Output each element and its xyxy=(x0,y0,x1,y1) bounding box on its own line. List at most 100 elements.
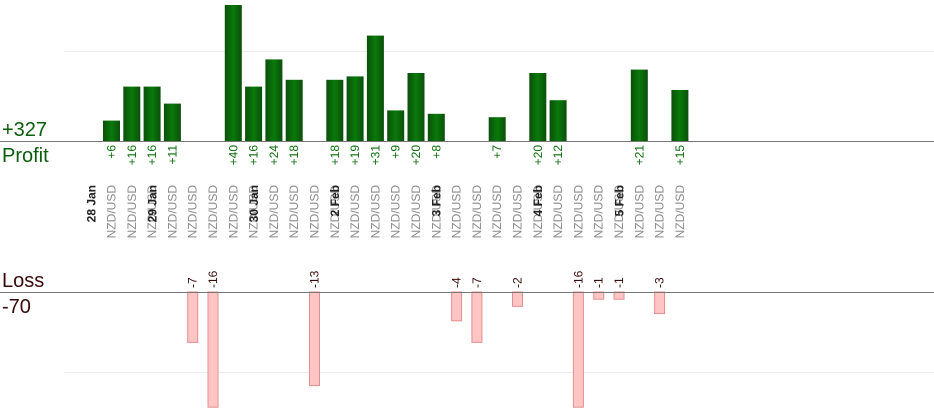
profit-value-label: +16 xyxy=(247,145,261,166)
loss-bar xyxy=(187,291,199,343)
date-label: 28 Jan xyxy=(85,185,99,222)
profit-bar xyxy=(346,76,364,141)
profit-value-label: +16 xyxy=(125,145,139,166)
profit-bar xyxy=(103,120,120,141)
date-label: 2 Feb xyxy=(328,185,342,216)
profit-value-label: +6 xyxy=(105,145,119,159)
profit-value-label: +18 xyxy=(287,145,301,166)
profit-bar xyxy=(123,86,141,141)
pair-label: NZD/USD xyxy=(145,185,159,239)
pair-label: NZD/USD xyxy=(105,185,119,239)
profit-value-label: +7 xyxy=(490,145,504,159)
loss-bar xyxy=(471,291,483,343)
loss-bar xyxy=(451,291,463,322)
pair-label: NZD/USD xyxy=(612,185,626,239)
loss-label: Loss xyxy=(2,270,45,292)
loss-bar xyxy=(654,291,666,315)
profit-bar xyxy=(163,103,181,141)
loss-value-label: -16 xyxy=(571,270,585,288)
loss-bar xyxy=(572,291,584,408)
pair-label: NZD/USD xyxy=(450,185,464,239)
profit-bar xyxy=(265,59,283,141)
loss-value-label: -13 xyxy=(308,270,322,288)
profit-value-label: +20 xyxy=(531,145,545,166)
loss-total: -70 xyxy=(2,296,31,318)
profit-bar xyxy=(245,86,263,141)
pair-label: NZD/USD xyxy=(490,185,504,239)
pair-label: NZD/USD xyxy=(206,185,220,239)
profit-value-label: +12 xyxy=(551,145,565,166)
profit-label: Profit xyxy=(2,145,49,167)
profit-bars xyxy=(103,5,689,141)
pair-label: NZD/USD xyxy=(348,185,362,239)
loss-value-label: -3 xyxy=(653,277,667,288)
profit-value-label: +8 xyxy=(429,145,443,159)
pair-label: NZD/USD xyxy=(389,185,403,239)
loss-bar xyxy=(613,291,625,300)
profit-value-label: +20 xyxy=(409,145,423,166)
pair-label: NZD/USD xyxy=(186,185,200,239)
pair-label: NZD/USD xyxy=(328,185,342,239)
loss-value-label: -7 xyxy=(186,277,200,288)
loss-value-label: -16 xyxy=(206,270,220,288)
date-label: 30 Jan xyxy=(247,185,261,222)
loss-value-label: -1 xyxy=(592,277,606,288)
profit-bar xyxy=(630,69,648,141)
loss-value-label: -4 xyxy=(450,277,464,288)
pair-label: NZD/USD xyxy=(125,185,139,239)
loss-bars xyxy=(187,291,666,408)
profit-value-label: +18 xyxy=(328,145,342,166)
pair-label: NZD/USD xyxy=(571,185,585,239)
pair-label: NZD/USD xyxy=(267,185,281,239)
profit-bar xyxy=(488,117,506,141)
profit-value-label: +40 xyxy=(226,145,240,166)
profit-bar xyxy=(529,73,547,141)
profit-value-label: +21 xyxy=(632,145,646,166)
profit-bar xyxy=(549,100,567,141)
pair-label: NZD/USD xyxy=(165,185,179,239)
pair-label: NZD/USD xyxy=(511,185,525,239)
trade-labels: +6 NZD/USD 28 Jan +16 NZD/USD +16 NZD/USD +11 NZ… xyxy=(85,145,687,288)
profit-bar xyxy=(224,5,242,141)
pair-label: NZD/USD xyxy=(592,185,606,239)
pair-label: NZD/USD xyxy=(429,185,443,239)
pair-label: NZD/USD xyxy=(551,185,565,239)
loss-bar xyxy=(207,291,219,408)
pair-label: NZD/USD xyxy=(470,185,484,239)
pair-label: NZD/USD xyxy=(368,185,382,239)
date-label: 5 Feb xyxy=(612,185,626,216)
pair-label: NZD/USD xyxy=(308,185,322,239)
profit-value-label: +9 xyxy=(389,145,403,159)
pair-label: NZD/USD xyxy=(409,185,423,239)
profit-total: +327 xyxy=(2,119,48,141)
profit-bar xyxy=(326,79,344,141)
date-label: 3 Feb xyxy=(430,185,444,216)
profit-bar xyxy=(366,35,384,141)
profit-bar xyxy=(387,110,405,141)
pair-label: NZD/USD xyxy=(632,185,646,239)
loss-bar xyxy=(512,291,523,307)
date-label: 29 Jan xyxy=(145,185,159,222)
loss-bar xyxy=(309,291,320,387)
profit-value-label: +11 xyxy=(165,145,179,165)
profit-value-label: +24 xyxy=(267,145,281,166)
pair-label: NZD/USD xyxy=(287,185,301,239)
profit-bar xyxy=(427,113,445,141)
pair-label: NZD/USD xyxy=(653,185,667,239)
profit-value-label: +19 xyxy=(348,145,362,166)
profit-value-label: +31 xyxy=(368,145,382,166)
axes xyxy=(0,141,934,293)
date-label: 4 Feb xyxy=(531,185,545,216)
pair-label: NZD/USD xyxy=(226,185,240,239)
pair-label: NZD/USD xyxy=(531,185,545,239)
profit-bar xyxy=(671,90,689,141)
profit-bar xyxy=(285,79,303,141)
loss-bar xyxy=(593,291,605,300)
profit-value-label: +16 xyxy=(145,145,159,166)
loss-value-label: -2 xyxy=(511,277,525,288)
pair-label: NZD/USD xyxy=(673,185,687,239)
profit-bar xyxy=(143,86,161,141)
pair-label: NZD/USD xyxy=(247,185,261,239)
loss-value-label: -1 xyxy=(612,277,626,288)
